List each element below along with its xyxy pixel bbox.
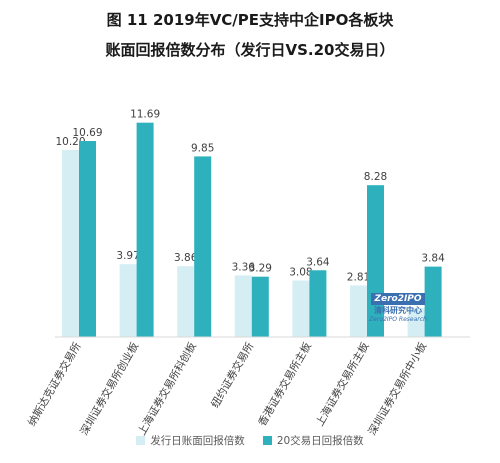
- category-label-1: 深圳证券交易所创业板: [77, 340, 141, 438]
- bar-day20-4: [309, 270, 327, 337]
- value-label-day20-1: 11.69: [130, 109, 160, 121]
- legend-item-day20: 20交易日回报倍数: [262, 433, 364, 448]
- watermark-cn: 清科研究中心: [374, 306, 422, 315]
- zero2ipo-watermark: Zero2IPO 清科研究中心 Zero2IPO Research: [367, 286, 429, 324]
- bar-day20-6: [424, 266, 442, 337]
- category-label-0: 纳斯达克证券交易所: [25, 340, 84, 429]
- bar-day20-3: [251, 276, 269, 337]
- legend-label-day20: 20交易日回报倍数: [276, 435, 364, 447]
- category-label-4: 香港证券交易所主板: [255, 340, 314, 429]
- value-label-day20-3: 3.29: [249, 263, 272, 275]
- legend: 发行日账面回报倍数 20交易日回报倍数: [0, 433, 500, 448]
- category-label-2: 上海证券交易所科创板: [135, 340, 199, 438]
- bar-issue-day-5: [350, 285, 367, 337]
- legend-swatch-issue-day: [136, 436, 146, 445]
- value-label-issue-day-5: 2.81: [347, 271, 370, 283]
- value-label-issue-day-3: 3.36: [232, 261, 256, 273]
- bar-issue-day-4: [292, 280, 310, 337]
- bar-day20-1: [136, 122, 154, 337]
- legend-item-issue-day: 发行日账面回报倍数: [136, 433, 245, 448]
- bar-issue-day-2: [177, 266, 195, 337]
- category-label-6: 深圳证券交易所中小板: [365, 340, 429, 438]
- bar-issue-day-0: [62, 150, 79, 337]
- bar-issue-day-6: [407, 308, 425, 337]
- value-label-issue-day-4: 3.08: [289, 267, 312, 279]
- value-label-day20-5: 8.28: [364, 171, 387, 183]
- chart-title-line2: 账面回报倍数分布（发行日VS.20交易日）: [105, 41, 395, 59]
- legend-label-issue-day: 发行日账面回报倍数: [150, 435, 245, 447]
- bar-day20-0: [79, 141, 96, 337]
- value-label-issue-day-1: 3.97: [116, 250, 139, 262]
- value-label-issue-day-0: 10.20: [55, 136, 85, 148]
- value-label-day20-6: 3.84: [421, 253, 445, 265]
- legend-swatch-day20: [262, 436, 272, 445]
- bar-day20-2: [194, 156, 212, 337]
- category-label-3: 纽约证券交易所: [208, 340, 256, 411]
- watermark-brand: Zero2IPO: [371, 293, 425, 305]
- chart-title-line1: 图 11 2019年VC/PE支持中企IPO各板块: [106, 11, 394, 29]
- watermark-en: Zero2IPO Research: [369, 316, 427, 323]
- value-label-day20-4: 3.64: [306, 256, 330, 268]
- bar-issue-day-3: [234, 275, 252, 337]
- value-label-issue-day-2: 3.86: [174, 252, 198, 264]
- category-label-5: 上海证券交易所主板: [313, 340, 372, 429]
- value-label-day20-0: 10.69: [72, 127, 102, 139]
- bar-issue-day-1: [119, 264, 137, 337]
- value-label-day20-2: 9.85: [191, 142, 214, 154]
